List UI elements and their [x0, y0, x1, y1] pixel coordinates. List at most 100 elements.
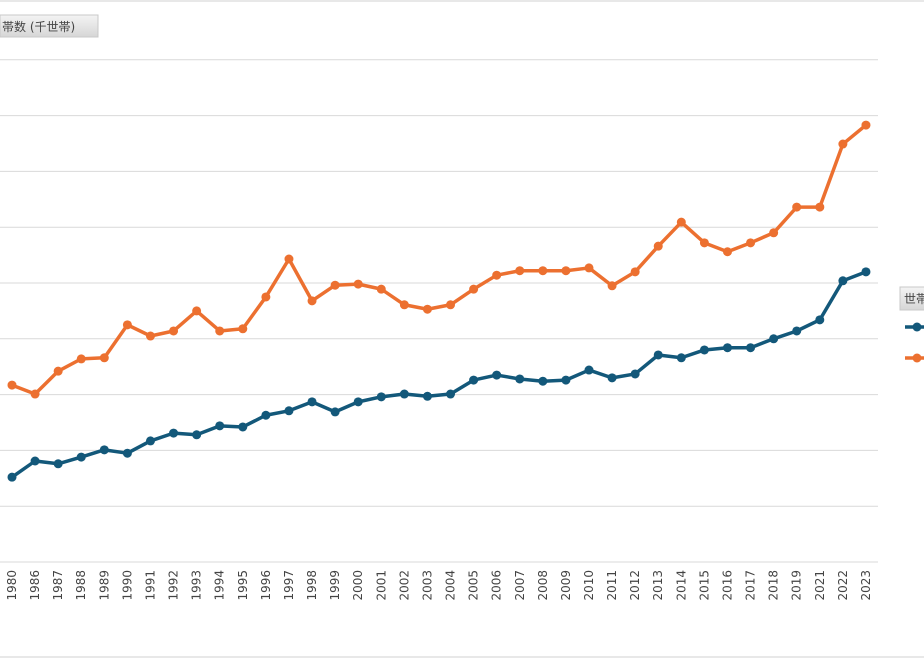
x-tick-label: 2015	[697, 570, 711, 601]
series-line	[10, 270, 867, 479]
point	[307, 296, 317, 306]
point	[376, 392, 386, 402]
x-tick-label: 2023	[859, 570, 873, 601]
series-line	[11, 123, 868, 396]
x-tick-label: 2011	[605, 570, 619, 601]
point	[76, 354, 86, 364]
point	[422, 304, 432, 314]
x-tick-label: 1998	[305, 570, 319, 601]
point	[607, 373, 617, 383]
point	[307, 397, 317, 407]
point	[169, 428, 179, 438]
point	[7, 380, 17, 390]
point	[584, 263, 594, 273]
point	[584, 365, 594, 375]
x-tick-label: 2017	[744, 570, 758, 601]
point	[653, 350, 663, 360]
x-tick-label: 1993	[190, 570, 204, 601]
x-tick-label: 1989	[97, 570, 111, 601]
point	[30, 456, 40, 466]
point	[261, 292, 271, 302]
point	[99, 445, 109, 455]
point	[122, 448, 132, 458]
point	[746, 343, 756, 353]
point	[469, 284, 479, 294]
point	[261, 410, 271, 420]
x-tick-label: 2016	[720, 570, 734, 601]
point	[7, 472, 17, 482]
x-tick-label: 2018	[767, 570, 781, 601]
point	[861, 267, 871, 277]
x-tick-label: 2019	[790, 570, 804, 601]
point	[215, 421, 225, 431]
point	[653, 241, 663, 251]
point	[353, 397, 363, 407]
x-tick-label: 2012	[628, 570, 642, 601]
x-tick-label: 1988	[74, 570, 88, 601]
x-tick-label: 2008	[536, 570, 550, 601]
x-tick-label: 1987	[51, 570, 65, 601]
point	[399, 300, 409, 310]
x-tick-label: 2005	[467, 570, 481, 601]
x-tick-label: 1995	[236, 570, 250, 601]
legend	[905, 322, 924, 363]
point	[769, 228, 779, 238]
x-tick-label: 1980	[5, 570, 19, 601]
point	[399, 389, 409, 399]
point	[145, 331, 155, 341]
point	[515, 374, 525, 384]
point	[469, 375, 479, 385]
x-tick-label: 1994	[213, 570, 227, 601]
point	[284, 406, 294, 416]
chart-title: 帯数 (千世帯)	[2, 19, 75, 34]
point	[561, 266, 571, 276]
point	[815, 315, 825, 325]
point	[815, 202, 825, 212]
point	[192, 430, 202, 440]
point	[792, 326, 802, 336]
point	[722, 343, 732, 353]
x-tick-label: 2021	[813, 570, 827, 601]
point	[330, 407, 340, 417]
x-tick-label: 2003	[420, 570, 434, 601]
x-tick-label: 2000	[351, 570, 365, 601]
point	[215, 326, 225, 336]
point	[376, 284, 386, 294]
point	[99, 353, 109, 363]
legend-marker	[912, 353, 922, 363]
point	[538, 376, 548, 386]
point	[699, 238, 709, 248]
point	[722, 247, 732, 257]
x-tick-label: 2004	[444, 570, 458, 601]
point	[238, 422, 248, 432]
x-tick-label: 1990	[120, 570, 134, 601]
x-tick-label: 2010	[582, 570, 596, 601]
x-tick-label: 1991	[143, 570, 157, 601]
x-tick-label: 2007	[513, 570, 527, 601]
x-tick-label: 1992	[167, 570, 181, 601]
x-tick-label: 2006	[490, 570, 504, 601]
point	[238, 324, 248, 334]
point	[515, 266, 525, 276]
legend-box	[899, 286, 924, 311]
point	[630, 369, 640, 379]
point	[284, 254, 294, 264]
point	[169, 326, 179, 336]
point	[330, 280, 340, 290]
point	[53, 459, 63, 469]
legend-title: 世帯	[904, 292, 924, 306]
legend-marker	[912, 322, 922, 332]
point	[746, 238, 756, 248]
point	[538, 266, 548, 276]
point	[53, 366, 63, 376]
point	[861, 120, 871, 130]
point	[607, 281, 617, 291]
point	[699, 345, 709, 355]
point	[561, 375, 571, 385]
point	[353, 279, 363, 289]
x-tick-label: 2002	[397, 570, 411, 601]
x-tick-label: 1997	[282, 570, 296, 601]
point	[676, 217, 686, 227]
point	[145, 436, 155, 446]
